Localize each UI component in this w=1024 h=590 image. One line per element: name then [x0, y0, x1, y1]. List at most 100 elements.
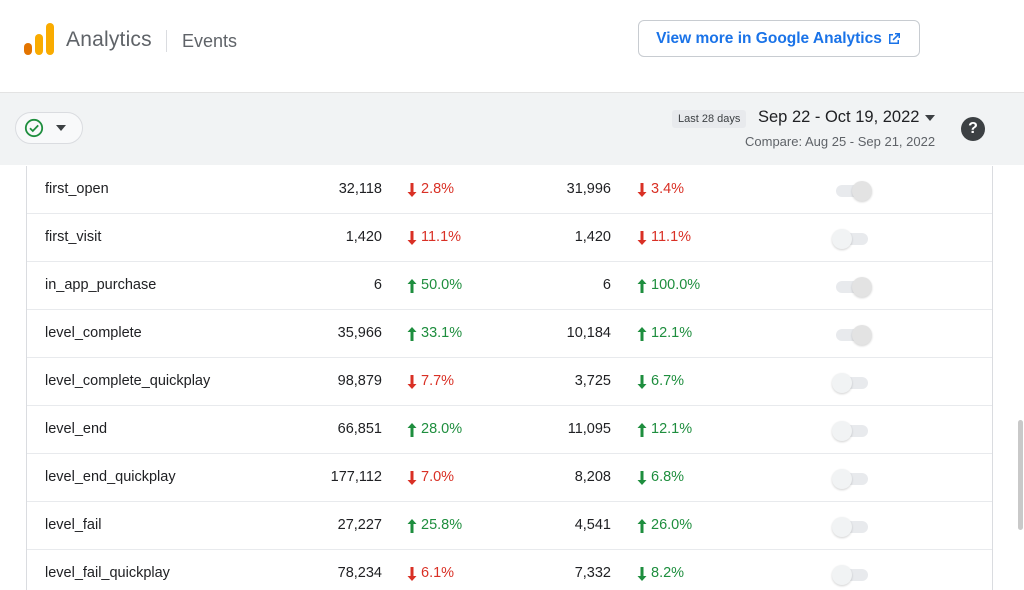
user-count-change: 12.1% — [635, 310, 692, 357]
app-header: Analytics Events View more in Google Ana… — [0, 0, 1024, 93]
user-count-change: 8.2% — [635, 550, 684, 590]
conversion-toggle[interactable] — [832, 180, 872, 201]
change-value: 25.8% — [421, 517, 463, 533]
conversion-toggle[interactable] — [832, 228, 868, 249]
event-count-change: 11.1% — [405, 214, 461, 261]
toggle-thumb — [852, 325, 872, 345]
conversion-toggle[interactable] — [832, 564, 868, 585]
conversion-toggle[interactable] — [832, 276, 872, 297]
user-count: 31,996 — [566, 181, 611, 197]
change-value: 100.0% — [651, 277, 701, 293]
conversion-toggle[interactable] — [832, 372, 868, 393]
dropdown-arrow-icon — [925, 114, 936, 121]
table-row: level_end 66,851 28.0% 11,095 12.1% — [27, 406, 992, 454]
toggle-thumb — [832, 469, 852, 489]
change-value: 6.1% — [421, 565, 455, 581]
event-count: 27,227 — [337, 517, 382, 533]
scrollbar-thumb[interactable] — [1018, 420, 1023, 530]
conversion-toggle[interactable] — [832, 324, 872, 345]
date-preset-chip: Last 28 days — [672, 110, 747, 128]
table-row: first_open 32,118 2.8% 31,996 3.4% — [27, 166, 992, 214]
user-count: 6 — [602, 277, 611, 293]
user-count-change: 11.1% — [635, 214, 691, 261]
toggle-thumb — [832, 517, 852, 537]
change-value: 6.7% — [651, 373, 685, 389]
change-value: 3.4% — [651, 181, 685, 197]
change-value: 11.1% — [421, 229, 462, 245]
table-row: level_fail 27,227 25.8% 4,541 26.0% — [27, 502, 992, 550]
user-count: 1,420 — [574, 229, 611, 245]
user-count-change: 12.1% — [635, 406, 692, 453]
event-count: 35,966 — [337, 325, 382, 341]
change-value: 6.8% — [651, 469, 685, 485]
arrow-down-icon — [637, 230, 647, 245]
date-range-selector[interactable]: Sep 22 - Oct 19, 2022 — [758, 108, 936, 127]
arrow-up-icon — [407, 518, 417, 533]
change-value: 11.1% — [651, 229, 692, 245]
status-filter-button[interactable] — [15, 112, 83, 144]
event-count-change: 50.0% — [405, 262, 462, 309]
event-count: 98,879 — [337, 373, 382, 389]
view-more-button[interactable]: View more in Google Analytics — [638, 20, 920, 57]
toggle-thumb — [832, 565, 852, 585]
user-count: 3,725 — [574, 373, 611, 389]
date-range-label: Sep 22 - Oct 19, 2022 — [758, 108, 920, 126]
toggle-thumb — [832, 421, 852, 441]
arrow-up-icon — [637, 326, 647, 341]
table-row: in_app_purchase 6 50.0% 6 100.0% — [27, 262, 992, 310]
event-name: in_app_purchase — [45, 277, 157, 293]
event-count: 66,851 — [337, 421, 382, 437]
page-title: Events — [182, 31, 238, 51]
user-count-change: 3.4% — [635, 166, 684, 213]
event-name: level_fail — [45, 517, 102, 533]
event-count-change: 25.8% — [405, 502, 462, 549]
user-count-change: 26.0% — [635, 502, 692, 549]
change-value: 12.1% — [651, 421, 693, 437]
arrow-down-icon — [407, 374, 417, 389]
event-count-change: 7.7% — [405, 358, 454, 405]
change-value: 26.0% — [651, 517, 693, 533]
event-name: level_end_quickplay — [45, 469, 176, 485]
arrow-down-icon — [637, 566, 647, 581]
toggle-thumb — [852, 181, 872, 201]
toggle-thumb — [852, 277, 872, 297]
external-link-icon — [888, 32, 900, 44]
conversion-toggle[interactable] — [832, 420, 868, 441]
arrow-up-icon — [407, 422, 417, 437]
arrow-up-icon — [637, 278, 647, 293]
event-count-change: 7.0% — [405, 454, 454, 501]
arrow-down-icon — [637, 182, 647, 197]
conversion-toggle[interactable] — [832, 468, 868, 489]
conversion-toggle[interactable] — [832, 516, 868, 537]
arrow-up-icon — [407, 326, 417, 341]
event-count-change: 33.1% — [405, 310, 462, 357]
event-name: first_open — [45, 181, 109, 197]
event-count: 78,234 — [337, 565, 382, 581]
event-count-change: 6.1% — [405, 550, 454, 590]
change-value: 50.0% — [421, 277, 463, 293]
change-value: 7.7% — [421, 373, 455, 389]
arrow-up-icon — [407, 278, 417, 293]
user-count: 11,095 — [567, 421, 611, 437]
event-count: 177,112 — [330, 469, 382, 485]
arrow-down-icon — [637, 470, 647, 485]
user-count: 10,184 — [566, 325, 611, 341]
change-value: 28.0% — [421, 421, 463, 437]
user-count: 4,541 — [574, 517, 611, 533]
change-value: 33.1% — [421, 325, 463, 341]
app-name: Analytics — [66, 28, 152, 51]
event-count: 1,420 — [345, 229, 382, 245]
change-value: 8.2% — [651, 565, 685, 581]
help-icon[interactable]: ? — [961, 117, 985, 141]
change-value: 12.1% — [651, 325, 693, 341]
event-count: 32,118 — [338, 181, 382, 197]
user-count: 8,208 — [574, 469, 611, 485]
table-row: first_visit 1,420 11.1% 1,420 11.1% — [27, 214, 992, 262]
table-row: level_fail_quickplay 78,234 6.1% 7,332 8… — [27, 550, 992, 590]
user-count-change: 6.8% — [635, 454, 684, 501]
event-name: level_complete_quickplay — [45, 373, 211, 389]
view-more-label: View more in Google Analytics — [656, 29, 882, 47]
chevron-down-icon — [56, 125, 66, 131]
arrow-down-icon — [407, 470, 417, 485]
user-count-change: 100.0% — [635, 262, 700, 309]
